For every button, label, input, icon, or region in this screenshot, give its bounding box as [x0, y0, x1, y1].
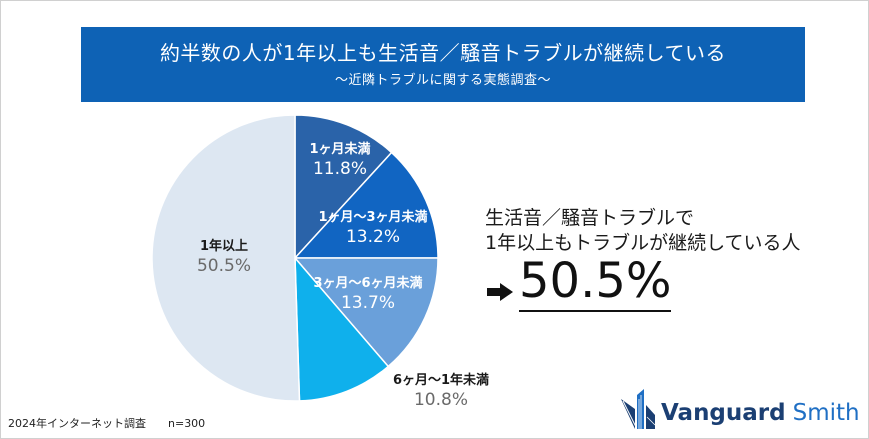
chart-subtitle: ～近隣トラブルに関する実態調査～ — [334, 73, 551, 88]
title-banner: 約半数の人が1年以上も生活音／騒音トラブルが継続している ～近隣トラブルに関する… — [81, 27, 805, 102]
pie-slice-3-to-6-months — [293, 257, 439, 368]
slice-value: 10.8% — [413, 390, 468, 410]
slice-value: 13.7% — [340, 293, 395, 313]
pie-slice-over-1-year — [151, 114, 301, 402]
slice-label-6-months-to-1-year: 6ヶ月～1年未満 10.8% — [376, 372, 506, 411]
slice-name: 1ヶ月～3ヶ月未満 — [318, 210, 428, 225]
logo-word-2: Smith — [792, 400, 860, 426]
callout-line-2: 1年以上もトラブルが継続している人 — [485, 232, 801, 254]
chart-title: 約半数の人が1年以上も生活音／騒音トラブルが継続している — [159, 41, 727, 65]
logo-mark-icon — [621, 389, 656, 429]
pie-slice-under-1-month — [294, 114, 393, 260]
slice-value: 50.5% — [196, 256, 251, 276]
callout-text: 生活音／騒音トラブルで 1年以上もトラブルが継続している人 — [485, 206, 801, 256]
logo-wordmark: Vanguard Smith — [661, 399, 860, 427]
slice-label-under-1-month: 1ヶ月未満 11.8% — [300, 141, 380, 180]
sample-size: n=300 — [168, 417, 206, 430]
slice-value: 13.2% — [345, 227, 400, 247]
pie-slice-1-to-3-months — [293, 151, 439, 259]
slice-label-1-to-3-months: 1ヶ月～3ヶ月未満 13.2% — [308, 209, 438, 248]
slice-label-over-1-year: 1年以上 50.5% — [174, 238, 274, 277]
survey-source: 2024年インターネット調査 — [8, 417, 146, 430]
slice-name: 3ヶ月～6ヶ月未満 — [313, 276, 423, 291]
slice-name: 1年以上 — [199, 239, 249, 254]
slice-label-3-to-6-months: 3ヶ月～6ヶ月未満 13.7% — [303, 275, 433, 314]
callout-line-1: 生活音／騒音トラブルで — [485, 207, 695, 229]
footnote: 2024年インターネット調査 n=300 — [8, 417, 205, 431]
slice-value: 11.8% — [312, 159, 367, 179]
slice-name: 6ヶ月～1年未満 — [392, 373, 490, 388]
callout-value: 50.5% — [519, 253, 672, 312]
logo-word-1: Vanguard — [661, 400, 786, 426]
pie-slice-6-months-to-1-year — [294, 255, 390, 402]
slice-name: 1ヶ月未満 — [309, 142, 371, 157]
arrow-right-icon — [487, 283, 513, 301]
company-logo: Vanguard Smith — [621, 387, 861, 435]
